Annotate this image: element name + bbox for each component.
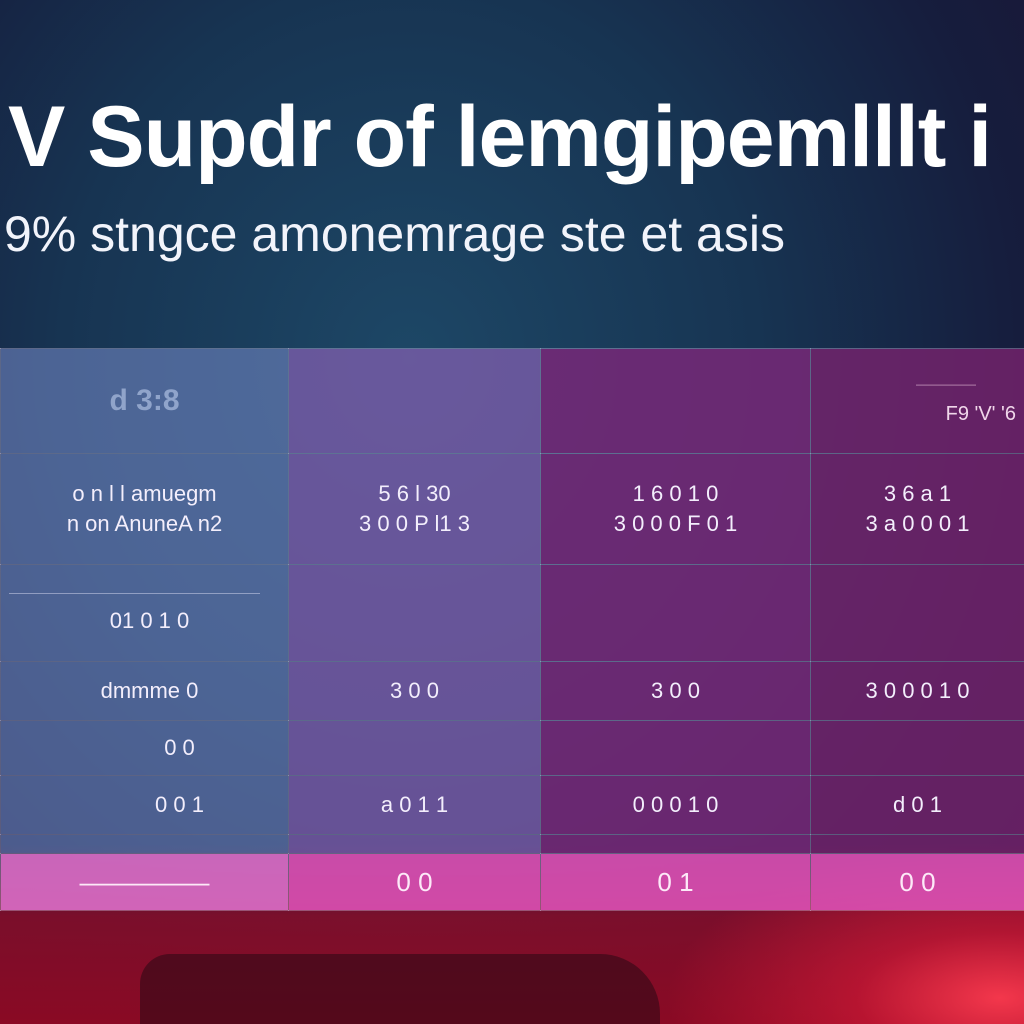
table-cell	[288, 564, 541, 662]
table-row: 01 0 1 0	[0, 564, 1024, 662]
total-cell: 0 0	[810, 853, 1024, 911]
table-cell	[540, 564, 811, 662]
table-cell: 3 0 0	[288, 661, 541, 721]
bottom-silhouette	[140, 954, 660, 1024]
row-label-text: 0 0	[164, 735, 195, 760]
row-label: 0 0 1	[0, 775, 289, 835]
table-cell: 5 6 l 30 3 0 0 P l1 3	[288, 453, 541, 565]
cell-line: 1 6 0 1 0	[632, 481, 719, 506]
spacer-cell	[288, 834, 541, 854]
table-cell	[540, 720, 811, 776]
spacer-cell	[810, 834, 1024, 854]
header-cell-3: ————— F9 'V' '6	[810, 348, 1024, 454]
table-header-row: d 3:8 ————— F9 'V' '6	[0, 348, 1024, 454]
cell-line: 3 0 0 P l1 3	[359, 511, 470, 536]
row-label: o n l l amuegm n on AnuneA n2	[0, 453, 289, 565]
cell-line: 5 6 l 30	[378, 481, 451, 506]
table-total-row: ————— 0 0 0 1 0 0	[0, 853, 1024, 911]
spacer-cell	[0, 834, 289, 854]
row-label: 01 0 1 0	[0, 564, 289, 662]
row-label-line: o n l l amuegm	[72, 481, 217, 506]
total-cell: 0 0	[288, 853, 541, 911]
cell-line: 3 a 0 0 0 1	[865, 511, 970, 536]
spacer-cell	[540, 834, 811, 854]
table-cell: 3 6 a 1 3 a 0 0 0 1	[810, 453, 1024, 565]
table-cell: 0 0 0 1 0	[540, 775, 811, 835]
table-cell	[810, 564, 1024, 662]
table-cell: 1 6 0 1 0 3 0 0 0 F 0 1	[540, 453, 811, 565]
table-cell	[810, 720, 1024, 776]
header-cell-0: d 3:8	[0, 348, 289, 454]
table-row: o n l l amuegm n on AnuneA n2 5 6 l 30 3…	[0, 453, 1024, 565]
table-row: dmmme 0 3 0 0 3 0 0 3 0 0 0 1 0	[0, 661, 1024, 721]
table-cell: a 0 1 1	[288, 775, 541, 835]
cell-line: 3 6 a 1	[883, 481, 952, 506]
comparison-table: d 3:8 ————— F9 'V' '6 o n l l amuegm n o…	[0, 348, 1024, 911]
total-cell: 0 1	[540, 853, 811, 911]
row-label-text: 01 0 1 0	[109, 607, 190, 633]
row-label-line: n on AnuneA n2	[66, 511, 223, 536]
table-row: 0 0 1 a 0 1 1 0 0 0 1 0 d 0 1	[0, 775, 1024, 835]
row-label-text: 0 0 1	[155, 792, 204, 817]
row-label: dmmme 0	[0, 661, 289, 721]
comparison-table-wrap: d 3:8 ————— F9 'V' '6 o n l l amuegm n o…	[0, 348, 1024, 911]
cell-line: 3 0 0 0 F 0 1	[613, 511, 738, 536]
table-cell	[288, 720, 541, 776]
page-title: V Supdr of lemgipemlllt i	[8, 89, 992, 185]
row-label: 0 0	[0, 720, 289, 776]
table-row: 0 0	[0, 720, 1024, 776]
page-subtitle: 9% stngce amonemrage ste et asis	[4, 206, 785, 262]
table-cell: d 0 1	[810, 775, 1024, 835]
table-spacer-row	[0, 834, 1024, 854]
header-label-right: F9 'V' '6	[945, 402, 1016, 425]
table-cell: 3 0 0	[540, 661, 811, 721]
row-divider	[9, 592, 260, 594]
total-label: —————	[0, 853, 289, 911]
header-cell-1	[288, 348, 541, 454]
row-label-text: dmmme 0	[100, 678, 199, 703]
header-small-label: —————	[916, 376, 976, 391]
header-cell-2	[540, 348, 811, 454]
table-cell: 3 0 0 0 1 0	[810, 661, 1024, 721]
header-label: d 3:8	[109, 384, 180, 417]
